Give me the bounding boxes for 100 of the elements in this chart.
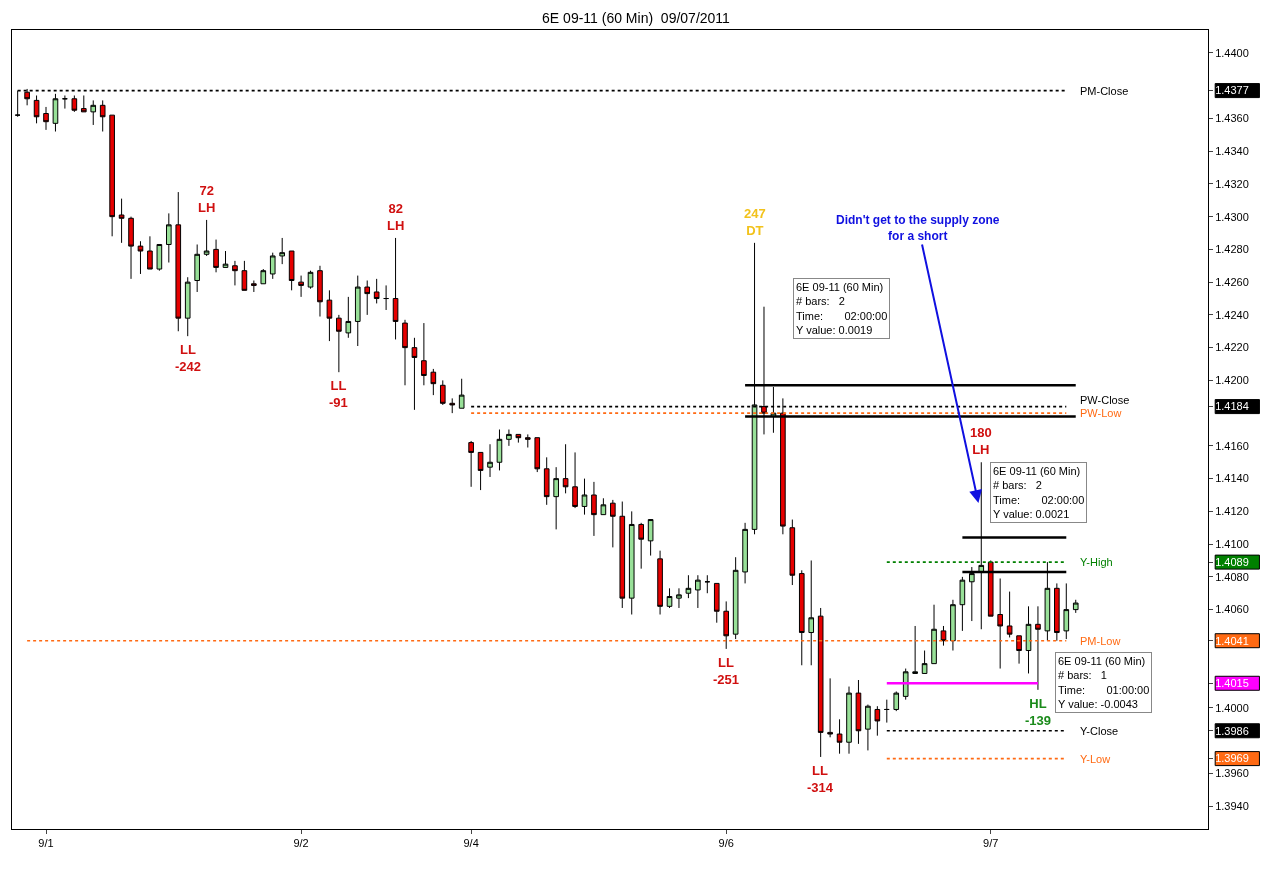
y-tick-label: 1.4120 [1215,505,1249,518]
candlestick [950,599,956,652]
y-tick-label: 1.4400 [1215,46,1249,59]
candlestick [137,240,144,275]
candlestick [647,519,654,557]
candlestick [52,93,59,133]
annotation: LL -91 [329,378,348,410]
candlestick [921,650,928,674]
annotation: LL -242 [175,342,202,374]
candlestick [203,219,210,257]
y-tick-label: 1.4377 [1215,84,1249,97]
candlestick [260,268,267,285]
y-tick-label: 1.4015 [1215,677,1249,690]
candlestick [534,437,541,473]
candlestick [166,212,172,263]
candlestick [581,478,588,516]
annotation: 6E 09-11 (60 Min) # bars: 1 Time: 01:00:00 Y value: -0.0043 [1058,655,1150,710]
candlestick [354,275,361,347]
candlestick [997,577,1003,670]
candlestick [893,690,900,712]
y-tick-label: 1.4000 [1215,701,1249,714]
y-tick-label: 1.4300 [1215,210,1249,223]
annotation: 6E 09-11 (60 Min) # bars: 2 Time: 02:00:00 Y value: 0.0021 [993,465,1085,520]
candlestick [515,433,522,444]
candlestick [931,604,937,665]
candlestick [33,94,40,124]
candlestick [1054,582,1060,642]
annotation: LL -251 [713,655,740,687]
candlestick [411,337,418,411]
candlestick [62,94,68,110]
candlestick [128,216,134,280]
candlestick [506,429,512,447]
annotation: HL -139 [1025,696,1052,728]
candlestick [421,322,427,386]
candlestick [912,625,918,674]
candlestick [439,379,446,406]
y-tick-label: 1.4220 [1215,341,1249,354]
candlestick [676,587,682,609]
x-tick-label: 9/7 [983,837,999,850]
candlestick [232,260,238,286]
y-tick-label: 1.4360 [1215,112,1249,125]
y-tick-label: 1.4100 [1215,537,1249,550]
candlestick [14,90,21,118]
annotation: 247 DT [744,206,766,238]
candlestick [591,481,597,537]
series-label: PW-Low [1080,407,1122,419]
candlestick [543,456,550,506]
y-tick-label: 1.4140 [1215,472,1249,485]
candlestick [638,522,644,570]
candlestick [269,252,276,280]
x-tick-label: 9/4 [463,837,479,850]
candlestick [147,235,153,270]
candlestick [600,497,607,516]
y-tick-label: 1.3960 [1215,767,1249,780]
candlestick [1006,591,1013,638]
y-tick-label: 1.3969 [1215,752,1249,765]
candlestick [1063,582,1070,640]
candlestick [883,699,890,724]
candlestick [704,574,711,594]
y-tick-label: 1.4200 [1215,374,1249,387]
candlestick [392,237,399,340]
candlestick [288,250,295,291]
y-tick-label: 1.4260 [1215,275,1249,288]
candlestick [317,265,323,318]
annotation: LL -314 [807,763,834,795]
candlestick [213,239,219,273]
candlestick [959,576,966,632]
series-label: PM-Low [1080,635,1121,647]
y-tick-label: 1.4184 [1215,400,1249,413]
candlestick [827,677,833,738]
candlestick [184,276,191,337]
annotation: 82 LH [387,201,405,233]
candlestick [666,587,673,609]
candlestick [99,99,106,133]
candlestick [487,443,493,478]
candlestick [468,440,474,488]
candlestick [222,250,229,268]
series-label: Y-Close [1080,725,1119,737]
candlestick [383,284,389,311]
candlestick [874,705,881,737]
y-tick-label: 1.4280 [1215,243,1249,256]
series-label: Y-Low [1080,753,1111,765]
candlestick [713,582,720,624]
candlestick [402,319,408,386]
candlestick [619,501,626,609]
candlestick [326,289,333,342]
y-tick-label: 1.4320 [1215,177,1249,190]
annotation: Didn't get to the supply zone for a short [836,213,1000,243]
candlestick [1035,605,1041,691]
candlestick [846,686,852,755]
x-tick-label: 9/2 [293,837,309,850]
candlestick [156,243,163,272]
candlestick [430,368,437,396]
candlestick [241,260,248,291]
candlestick [855,679,862,745]
annotation: 6E 09-11 (60 Min) # bars: 2 Time: 02:00:00 Y value: 0.0019 [796,281,888,336]
y-tick-label: 1.4041 [1215,634,1249,647]
candlestick [610,499,616,548]
candlestick [1025,605,1032,674]
candlestick [298,275,304,298]
